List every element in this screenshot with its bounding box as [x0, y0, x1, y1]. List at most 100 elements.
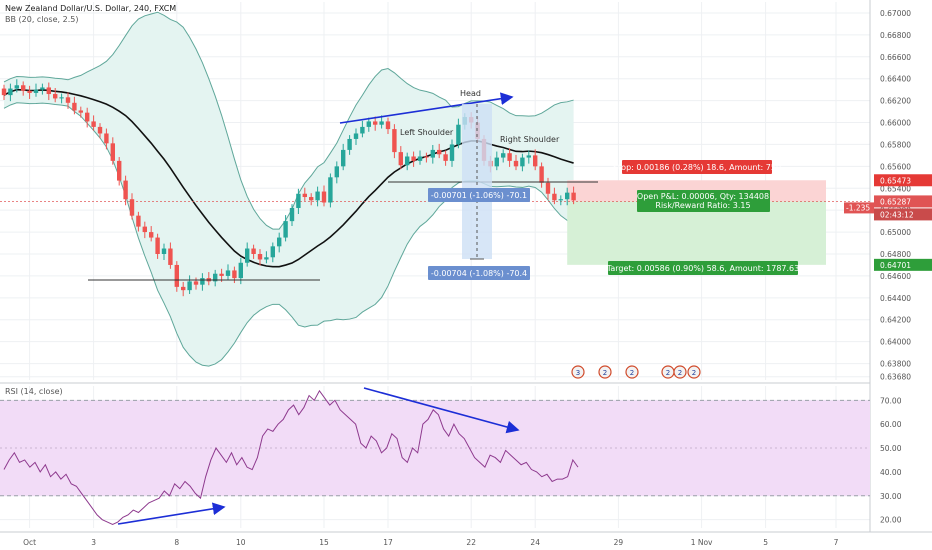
- price-tick-label: 0.63680: [880, 373, 911, 382]
- price-tick-label: 0.66200: [880, 97, 911, 106]
- countdown-tag-box: [874, 208, 932, 221]
- measure-label-lower: -0.00704 (-1.08%) -70.4: [431, 269, 527, 278]
- time-axis[interactable]: Oct 3 8 10 15 17 22 24 29 1 Nov 5 7: [23, 538, 838, 547]
- event-icon: [625, 365, 639, 379]
- time-tick-label: 10: [236, 538, 246, 547]
- candle-body: [21, 85, 26, 91]
- time-tick-label: 3: [91, 538, 96, 547]
- rsi-tick-label: 70.00: [880, 396, 902, 405]
- time-tick-label: 8: [174, 538, 179, 547]
- rsi-background: [0, 399, 870, 497]
- rsi-legend-box: RSI (14, close): [5, 386, 63, 397]
- price-axis[interactable]: 0.67000 0.66800 0.66600 0.66400 0.66200 0.660…: [844, 9, 932, 525]
- candle-body: [161, 248, 167, 254]
- candle-body: [526, 155, 531, 158]
- price-tick-label: 0.67000: [880, 9, 911, 18]
- pnl-label-box: [637, 190, 770, 212]
- candle-body: [168, 248, 173, 265]
- bb-legend: BB (20, close, 2.5): [5, 15, 79, 24]
- candle-body: [392, 129, 397, 153]
- rsi-tick-label: 50.00: [880, 444, 902, 453]
- price-tick-label: 0.64200: [880, 316, 911, 325]
- rsi-tick-label: 40.00: [880, 468, 902, 477]
- candle-body: [1, 88, 7, 96]
- candle-body: [181, 286, 186, 291]
- candle-body: [507, 153, 512, 161]
- event-icon-label: 2: [666, 369, 670, 377]
- price-tick-label: 0.66400: [880, 75, 911, 84]
- time-tick-label: 15: [319, 538, 329, 547]
- measure-label-box: [428, 266, 530, 280]
- stop-price-tag: 0.65473: [880, 176, 911, 185]
- candle-body: [46, 87, 51, 95]
- candle-body: [315, 191, 320, 201]
- countdown-tag: 02:43:12: [880, 210, 914, 219]
- candles: [1, 79, 576, 297]
- price-tick-label: 0.65800: [880, 140, 911, 149]
- rsi-tick-label: 30.00: [880, 492, 902, 501]
- candle-body: [341, 149, 346, 167]
- candle-body: [149, 232, 154, 238]
- candle-body: [552, 193, 557, 201]
- band-fill: [4, 12, 574, 367]
- candle-body: [520, 157, 525, 167]
- rsi-tick-label: 60.00: [880, 420, 902, 429]
- target-price-tag: 0.64701: [880, 261, 911, 270]
- target-price-tag-box: [874, 258, 932, 271]
- candle-body: [501, 153, 506, 158]
- time-tick-label: 5: [763, 538, 768, 547]
- time-tick-label: 22: [466, 538, 476, 547]
- candle-body: [238, 262, 243, 279]
- annotation-left-shoulder: Left Shoulder: [400, 128, 454, 137]
- candle-body: [14, 85, 19, 89]
- price-tick-label: 0.65400: [880, 184, 911, 193]
- candle-body: [123, 180, 128, 200]
- rsi-tick-label: 20.00: [880, 516, 902, 525]
- candle-body: [53, 94, 58, 99]
- candle-body: [302, 193, 307, 198]
- candle-body: [545, 182, 551, 194]
- price-tick-label: 0.66800: [880, 31, 911, 40]
- candle-body: [513, 160, 519, 167]
- price-tick-label: 0.65600: [880, 162, 911, 171]
- time-tick-label: 24: [530, 538, 540, 547]
- event-icon: [673, 365, 687, 379]
- candle-body: [78, 110, 83, 113]
- candle-body: [539, 166, 544, 183]
- candle-body: [571, 192, 576, 201]
- price-tick-label: 0.63800: [880, 360, 911, 369]
- rsi-line: [3, 387, 579, 525]
- candle-body: [437, 149, 442, 155]
- candle-body: [85, 112, 90, 122]
- uptrend-arrow: [339, 92, 514, 124]
- candle-body: [257, 254, 263, 260]
- candle-body: [449, 144, 455, 161]
- rsi-downtrend-arrow: [363, 387, 520, 434]
- price-tick-label: 0.66600: [880, 53, 911, 62]
- target-label-box: [608, 261, 798, 275]
- candle-body: [40, 87, 45, 90]
- stop-label-box: [622, 160, 772, 174]
- candle-body: [65, 97, 71, 103]
- candle-body: [456, 124, 461, 145]
- price-tick-label: 0.65000: [880, 228, 911, 237]
- last-price-tag: 0.65287: [880, 197, 911, 206]
- candle-body: [136, 215, 141, 227]
- pnl-label: Open P&L: 0.00006, Qty: 134408: [637, 192, 769, 201]
- candle-body: [232, 270, 237, 279]
- price-tick-label: 0.64000: [880, 338, 911, 347]
- measure-label-box: [428, 188, 530, 202]
- position-tool[interactable]: Stop: 0.00186 (0.28%) 18.6, Amount: 750 O…: [0, 160, 870, 275]
- measure-box: [462, 104, 492, 259]
- event-icon-label: 3: [576, 369, 580, 377]
- candle-body: [187, 281, 192, 291]
- candle-body: [8, 88, 13, 96]
- target-label: Target: 0.00586 (0.90%) 58.6, Amount: 17…: [606, 264, 799, 273]
- candle-body: [200, 278, 205, 285]
- candle-body: [424, 156, 429, 158]
- event-icon: [598, 365, 612, 379]
- candle-body: [129, 199, 135, 216]
- drawings[interactable]: Head Left Shoulder Right Shoulder -0.00701 …: [88, 89, 701, 379]
- rr-label: Risk/Reward Ratio: 3.15: [655, 201, 750, 210]
- candle-body: [443, 154, 448, 161]
